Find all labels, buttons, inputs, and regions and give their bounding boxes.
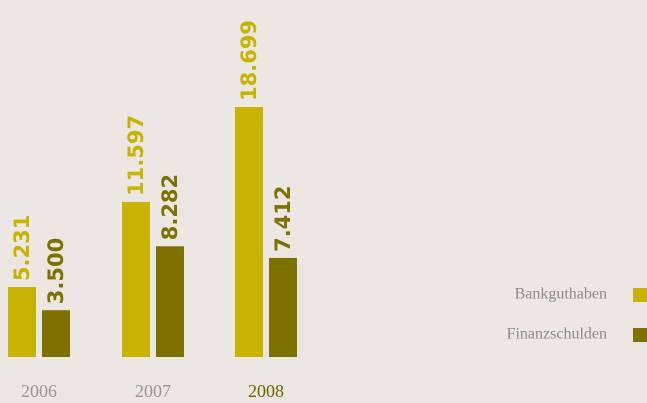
legend-swatch xyxy=(633,288,647,302)
legend-swatch xyxy=(633,328,647,342)
x-tick-label: 2006 xyxy=(21,381,57,401)
value-label: 11.597 xyxy=(124,115,148,196)
bar xyxy=(122,201,150,357)
bar xyxy=(235,107,263,357)
value-label: 18.699 xyxy=(237,20,261,101)
value-label: 5.231 xyxy=(10,215,34,281)
bar xyxy=(156,246,184,357)
value-label: 3.500 xyxy=(44,238,68,304)
value-label: 7.412 xyxy=(271,185,295,251)
legend-label: Finanzschulden xyxy=(507,326,607,343)
bar xyxy=(42,310,70,357)
bar xyxy=(269,257,297,357)
legend-label: Bankguthaben xyxy=(515,286,607,303)
bar xyxy=(8,287,36,357)
x-tick-label: 2007 xyxy=(135,381,171,401)
x-tick-label: 2008 xyxy=(248,381,284,401)
value-label: 8.282 xyxy=(158,174,182,240)
